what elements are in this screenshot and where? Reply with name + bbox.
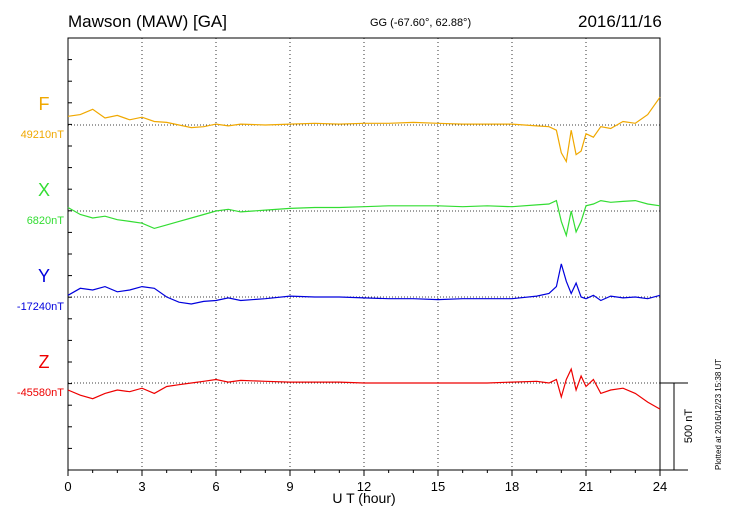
x-tick-label: 21 <box>579 479 593 494</box>
grid-lines <box>141 38 587 470</box>
series-name-x: X <box>38 180 50 200</box>
scale-bar-label: 500 nT <box>683 409 695 444</box>
series-baseline-label-f: 49210nT <box>21 129 65 141</box>
series-baseline-label-z: -45580nT <box>17 387 64 399</box>
x-tick-label: 15 <box>431 479 445 494</box>
series-line-y <box>67 263 661 305</box>
x-tick-label: 12 <box>357 479 371 494</box>
series-line-x <box>67 199 661 238</box>
x-tick-label: 18 <box>505 479 519 494</box>
x-tick-label: 0 <box>64 479 71 494</box>
series-line-f <box>67 96 661 164</box>
series-baseline-label-y: -17240nT <box>17 301 64 313</box>
series-name-f: F <box>39 94 50 114</box>
scale-bar: 500 nT <box>660 382 695 471</box>
x-tick-label: 6 <box>212 479 219 494</box>
series-name-z: Z <box>39 352 50 372</box>
chart-title: Mawson (MAW) [GA] <box>68 12 227 31</box>
x-tick-label: 3 <box>138 479 145 494</box>
series-labels: F 49210nT X 6820nT Y -17240nT Z -45580nT <box>17 94 64 399</box>
x-axis-ticks: 0 3 6 9 12 15 18 21 24 <box>64 37 667 494</box>
x-tick-label: 9 <box>286 479 293 494</box>
chart-date: 2016/11/16 <box>578 12 662 31</box>
series-group <box>67 96 661 410</box>
series-line-z <box>67 367 661 410</box>
series-baseline-label-x: 6820nT <box>27 215 65 227</box>
x-axis-label: U T (hour) <box>332 490 395 506</box>
series-name-y: Y <box>38 266 50 286</box>
station-coordinates: GG (-67.60°, 62.88°) <box>370 17 472 29</box>
x-tick-label: 24 <box>653 479 667 494</box>
